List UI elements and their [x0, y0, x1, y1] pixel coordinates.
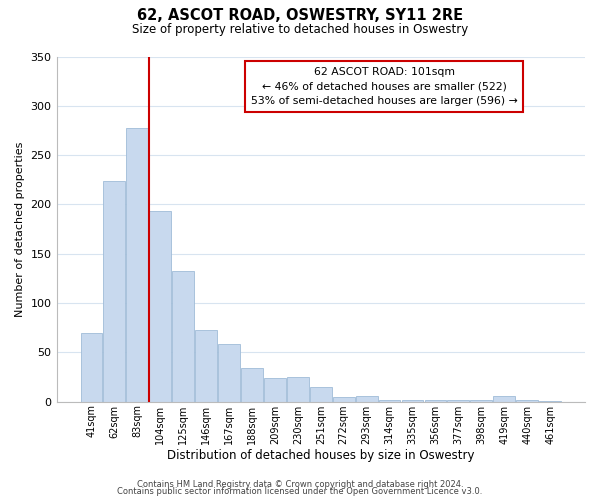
Bar [149, 212, 171, 402]
Bar [470, 400, 492, 402]
Bar [264, 378, 286, 402]
Bar [241, 368, 263, 402]
Bar [448, 400, 469, 402]
Text: Size of property relative to detached houses in Oswestry: Size of property relative to detached ho… [132, 22, 468, 36]
Text: Contains HM Land Registry data © Crown copyright and database right 2024.: Contains HM Land Registry data © Crown c… [137, 480, 463, 489]
Text: Contains public sector information licensed under the Open Government Licence v3: Contains public sector information licen… [118, 487, 482, 496]
X-axis label: Distribution of detached houses by size in Oswestry: Distribution of detached houses by size … [167, 450, 475, 462]
Text: 62 ASCOT ROAD: 101sqm
← 46% of detached houses are smaller (522)
53% of semi-det: 62 ASCOT ROAD: 101sqm ← 46% of detached … [251, 67, 518, 106]
Bar [310, 387, 332, 402]
Bar [103, 181, 125, 402]
Bar [195, 330, 217, 402]
Bar [172, 270, 194, 402]
Bar [333, 396, 355, 402]
Y-axis label: Number of detached properties: Number of detached properties [15, 142, 25, 317]
Bar [379, 400, 400, 402]
Bar [218, 344, 240, 402]
Bar [539, 400, 561, 402]
Bar [493, 396, 515, 402]
Bar [356, 396, 377, 402]
Bar [287, 377, 309, 402]
Bar [127, 128, 148, 402]
Bar [401, 400, 424, 402]
Text: 62, ASCOT ROAD, OSWESTRY, SY11 2RE: 62, ASCOT ROAD, OSWESTRY, SY11 2RE [137, 8, 463, 22]
Bar [516, 400, 538, 402]
Bar [80, 332, 103, 402]
Bar [425, 400, 446, 402]
